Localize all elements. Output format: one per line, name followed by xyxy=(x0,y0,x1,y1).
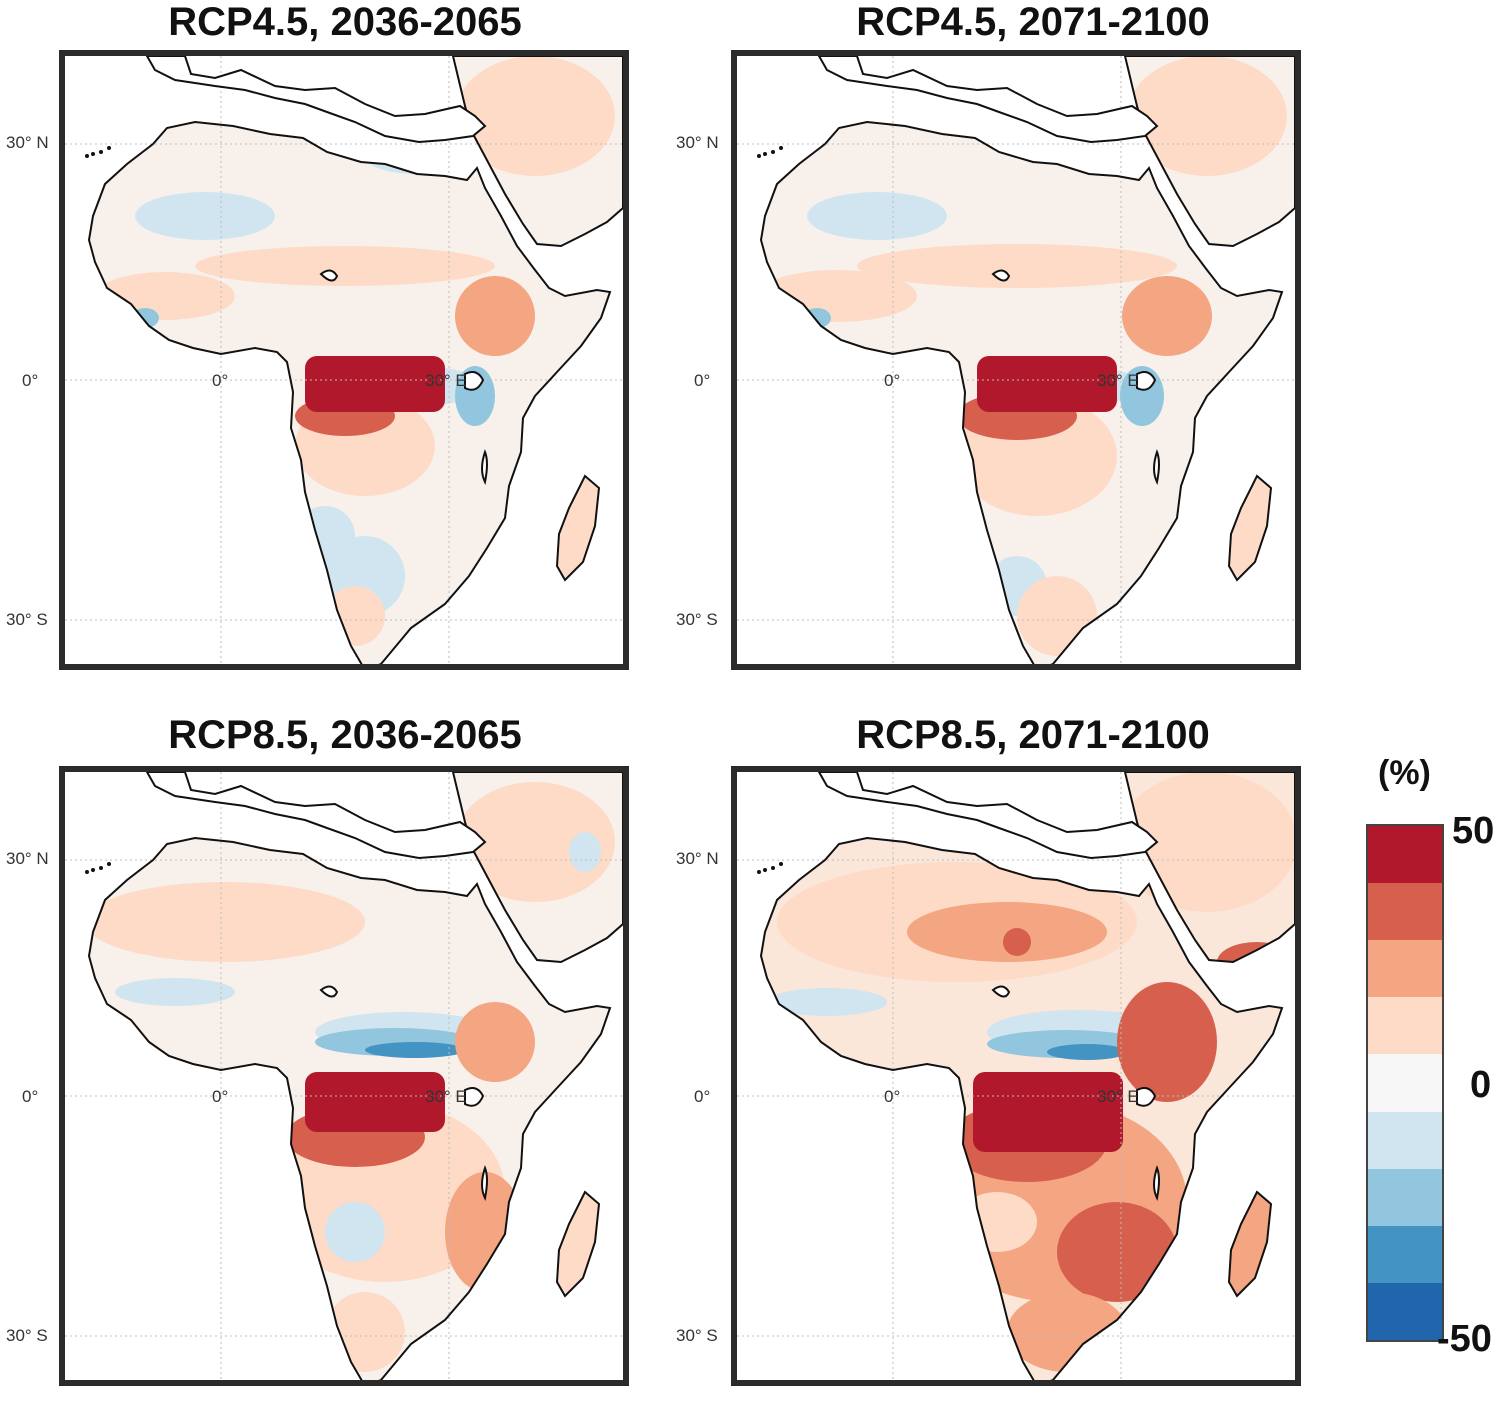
madagascar-shape xyxy=(555,474,601,582)
lat-label-30s: 30° S xyxy=(6,1326,48,1345)
lat-label-0: 0° xyxy=(694,371,711,390)
panel-title-1: RCP4.5, 2036-2065 xyxy=(168,0,522,44)
lake-victoria xyxy=(1136,1087,1157,1107)
map-panel-rcp85-2036-2065 xyxy=(59,766,629,1386)
lat-label-30n: 30° N xyxy=(6,849,49,868)
europe-coastline xyxy=(817,772,1159,860)
lake-chad xyxy=(991,269,1011,282)
africa-map xyxy=(737,56,1295,664)
lon-label-0: 0° xyxy=(884,1087,901,1106)
colorbar-swatch-5 xyxy=(1368,1111,1442,1169)
island-dot xyxy=(779,862,783,866)
lake-victoria xyxy=(464,1087,485,1107)
graticule xyxy=(65,56,623,664)
colorbar-swatch-3 xyxy=(1368,997,1442,1055)
colorbar-unit: (%) xyxy=(1378,754,1431,792)
island-dot xyxy=(763,152,767,156)
map-panel-rcp45-2036-2065 xyxy=(59,50,629,670)
lon-label-30e: 30° E xyxy=(425,371,467,390)
graticule xyxy=(65,772,623,1380)
europe-coastline xyxy=(145,772,487,860)
colorbar-min-label: -50 xyxy=(1437,1318,1492,1360)
colorbar-swatch-7 xyxy=(1368,1225,1442,1283)
panel-title-3: RCP8.5, 2036-2065 xyxy=(168,713,522,757)
panel-title-2: RCP4.5, 2071-2100 xyxy=(856,0,1210,44)
panel-title-4: RCP8.5, 2071-2100 xyxy=(856,713,1210,757)
lake-chad xyxy=(319,269,339,282)
island-dot xyxy=(85,154,89,158)
island-dot xyxy=(757,870,761,874)
colorbar-max-label: 50 xyxy=(1452,810,1495,852)
island-dot xyxy=(99,150,103,154)
lon-label-0: 0° xyxy=(212,371,229,390)
colorbar-swatch-1 xyxy=(1368,883,1442,941)
graticule xyxy=(737,772,1295,1380)
lat-label-0: 0° xyxy=(694,1087,711,1106)
africa-coastline xyxy=(87,836,612,1380)
lake-malawi xyxy=(1153,1165,1160,1202)
map-panel-rcp85-2071-2100 xyxy=(731,766,1301,1386)
colorbar-swatch-6 xyxy=(1368,1168,1442,1226)
lat-label-30s: 30° S xyxy=(676,1326,718,1345)
africa-map xyxy=(65,56,623,664)
africa-map xyxy=(737,772,1295,1380)
colorbar-swatch-2 xyxy=(1368,940,1442,998)
island-dot xyxy=(91,868,95,872)
madagascar-shape xyxy=(1227,1190,1273,1298)
europe-coastline xyxy=(817,56,1159,144)
lake-victoria xyxy=(464,371,485,391)
island-dot xyxy=(107,862,111,866)
island-dot xyxy=(763,868,767,872)
map-panel-rcp45-2071-2100 xyxy=(731,50,1301,670)
lake-malawi xyxy=(481,449,488,486)
lat-label-30s: 30° S xyxy=(6,610,48,629)
island-dot xyxy=(771,150,775,154)
africa-coastline xyxy=(87,120,612,664)
lon-label-30e: 30° E xyxy=(1097,371,1139,390)
island-dot xyxy=(91,152,95,156)
africa-coastline xyxy=(759,120,1284,664)
colorbar-swatch-4 xyxy=(1368,1054,1442,1112)
lat-label-30n: 30° N xyxy=(6,133,49,152)
island-dot xyxy=(99,866,103,870)
lake-victoria xyxy=(1136,371,1157,391)
island-dot xyxy=(757,154,761,158)
lake-chad xyxy=(319,985,339,998)
island-dot xyxy=(779,146,783,150)
lat-label-0: 0° xyxy=(22,371,39,390)
lake-malawi xyxy=(1153,449,1160,486)
lon-label-30e: 30° E xyxy=(1097,1087,1139,1106)
lat-label-30s: 30° S xyxy=(676,610,718,629)
island-dot xyxy=(107,146,111,150)
lon-label-30e: 30° E xyxy=(425,1087,467,1106)
lat-label-30n: 30° N xyxy=(676,849,719,868)
island-dot xyxy=(771,866,775,870)
africa-coastline xyxy=(759,836,1284,1380)
lon-label-0: 0° xyxy=(884,371,901,390)
lake-chad xyxy=(991,985,1011,998)
colorbar-swatch-8 xyxy=(1368,1282,1442,1340)
graticule xyxy=(737,56,1295,664)
lon-label-0: 0° xyxy=(212,1087,229,1106)
lake-malawi xyxy=(481,1165,488,1202)
africa-map xyxy=(65,772,623,1380)
lat-label-30n: 30° N xyxy=(676,133,719,152)
madagascar-shape xyxy=(1227,474,1273,582)
colorbar xyxy=(1366,824,1444,1342)
europe-coastline xyxy=(145,56,487,144)
island-dot xyxy=(85,870,89,874)
madagascar-shape xyxy=(555,1190,601,1298)
colorbar-mid-label: 0 xyxy=(1470,1064,1492,1106)
lat-label-0: 0° xyxy=(22,1087,39,1106)
colorbar-swatch-0 xyxy=(1368,826,1442,884)
